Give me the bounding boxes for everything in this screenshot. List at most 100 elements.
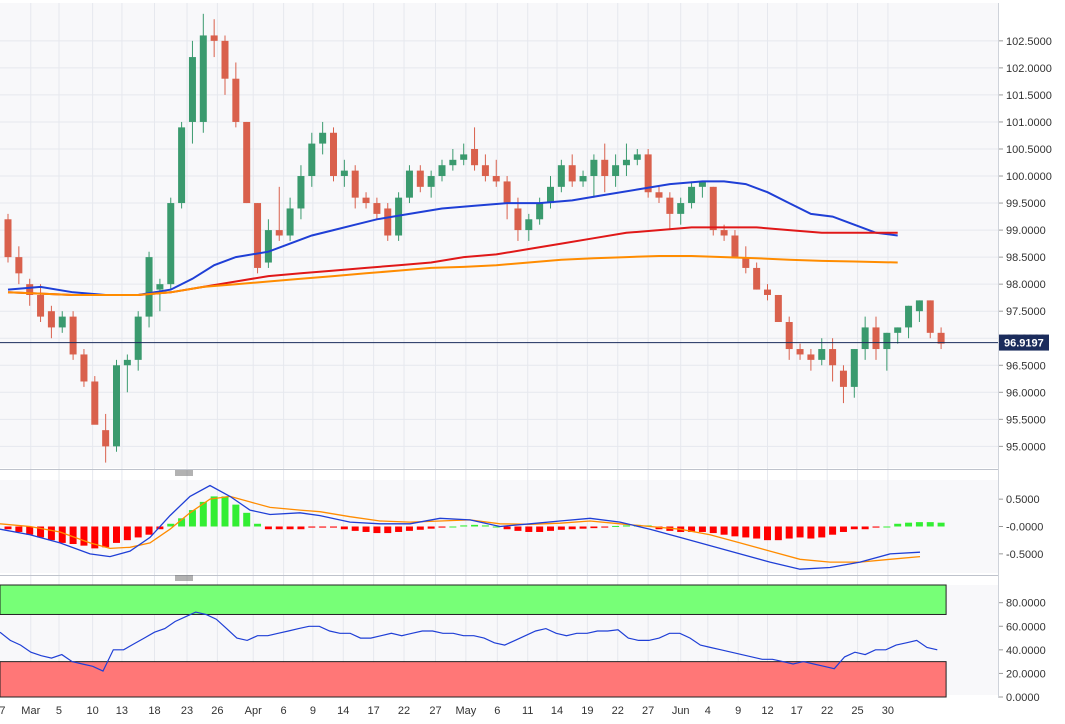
price-panel-background [0,3,998,468]
candle-body [785,322,793,350]
candle-body [720,230,728,236]
candle-body [37,294,45,317]
candle-body [91,381,99,425]
x-tick-label: 14 [551,705,563,717]
macd-histogram-bar [264,526,272,530]
candle-body [731,235,739,258]
macd-histogram-bar [156,526,164,530]
price-panel [0,13,998,463]
x-tick-label: 13 [116,705,128,717]
macd-resize-handle[interactable] [175,470,193,476]
price-y-tick-label: 97.5000 [1006,306,1046,318]
candle-body [232,78,240,122]
macd-histogram-bar [362,526,370,532]
candle-body [753,267,761,290]
candle-body [405,170,413,198]
x-tick-label: 10 [87,705,99,717]
macd-panel [0,484,945,570]
macd-histogram-bar [210,496,218,527]
candle-body [384,208,392,236]
candle-body [47,311,55,328]
x-tick-label: 22 [398,705,410,717]
macd-histogram-bar [297,526,305,530]
macd-histogram-bar [275,526,283,530]
x-tick-label: 27 [429,705,441,717]
candle-body [536,203,544,220]
macd-histogram-bar [774,526,782,541]
macd-histogram-bar [308,526,316,528]
macd-histogram-bar [438,526,446,528]
macd-histogram-bar [753,526,761,539]
x-tick-label: 27 [642,705,654,717]
candle-body [503,181,511,204]
macd-histogram-bar [145,526,153,535]
rsi-y-tick-label: 20.0000 [1006,668,1046,680]
candle-body [590,159,598,177]
macd-histogram-bar [785,526,793,539]
candle-body [362,197,370,204]
candle-body [872,327,880,350]
candle-body [666,197,674,214]
candle-body [796,349,804,355]
macd-histogram-bar [405,526,413,531]
macd-histogram-bar [395,526,403,532]
macd-histogram-bar [883,526,891,528]
candle-body [58,316,66,328]
macd-line [0,484,921,570]
rsi-y-tick-label: 60.0000 [1006,621,1046,633]
x-tick-label: 11 [522,705,533,717]
price-y-tick-label: 98.5000 [1006,252,1046,264]
grid-lines [0,3,998,697]
macd-histogram-bar [26,526,34,535]
candle-body [850,349,858,387]
macd-histogram-bar [384,526,392,534]
macd-histogram-bar [612,525,620,527]
candle-body [905,305,913,328]
macd-histogram-bar [547,526,554,531]
macd-histogram-bar [330,526,337,528]
macd-histogram-bar [698,526,706,532]
rsi-y-tick-label: 80.0000 [1006,598,1046,610]
candle-body [839,370,847,387]
x-tick-label: 17 [791,705,803,717]
macd-histogram-bar [937,522,945,527]
x-tick-label: 6 [494,705,500,717]
price-y-tick-label: 100.5000 [1006,144,1052,156]
candle-body [557,165,565,187]
rsi-resize-handle[interactable] [175,575,193,581]
moving-average-line [7,180,898,296]
x-tick-label: 18 [148,705,160,717]
macd-histogram-bar [601,526,609,528]
macd-histogram-bar [764,526,771,541]
macd-histogram-bar [416,526,424,530]
macd-histogram-bar [742,526,750,538]
macd-histogram-bar [113,526,120,543]
x-tick-label: 23 [181,705,193,717]
current-price-label: 96.9197 [1004,338,1044,350]
candle-body [612,165,620,177]
candle-body [568,165,576,182]
macd-histogram-bar [503,526,511,530]
macd-histogram-bar [481,525,489,527]
candle-body [677,203,685,214]
macd-histogram-bar [58,526,66,543]
axis-labels: 27 Mar 5 10 13 18 23 26 Apr 6 9 14 17 22 27 May 6 11 14 19 2… [0,36,1052,717]
macd-y-tick-label: -0.0000 [1006,522,1043,534]
x-tick-label: 27 [0,705,5,717]
macd-histogram-bar [818,526,826,538]
rsi-line [0,611,938,672]
x-tick-label: 9 [735,705,741,717]
candle-body [275,230,283,236]
price-y-tick-label: 99.0000 [1006,225,1046,237]
candle-body [123,359,131,366]
macd-histogram-bar [829,526,837,535]
rsi-y-tick-label: 40.0000 [1006,645,1046,657]
candle-body [937,332,945,344]
candle-body [698,181,706,187]
macd-histogram-bar [134,526,142,538]
macd-histogram-bar [167,523,175,527]
macd-histogram-bar [460,525,468,527]
current-price-badge [999,334,1049,351]
